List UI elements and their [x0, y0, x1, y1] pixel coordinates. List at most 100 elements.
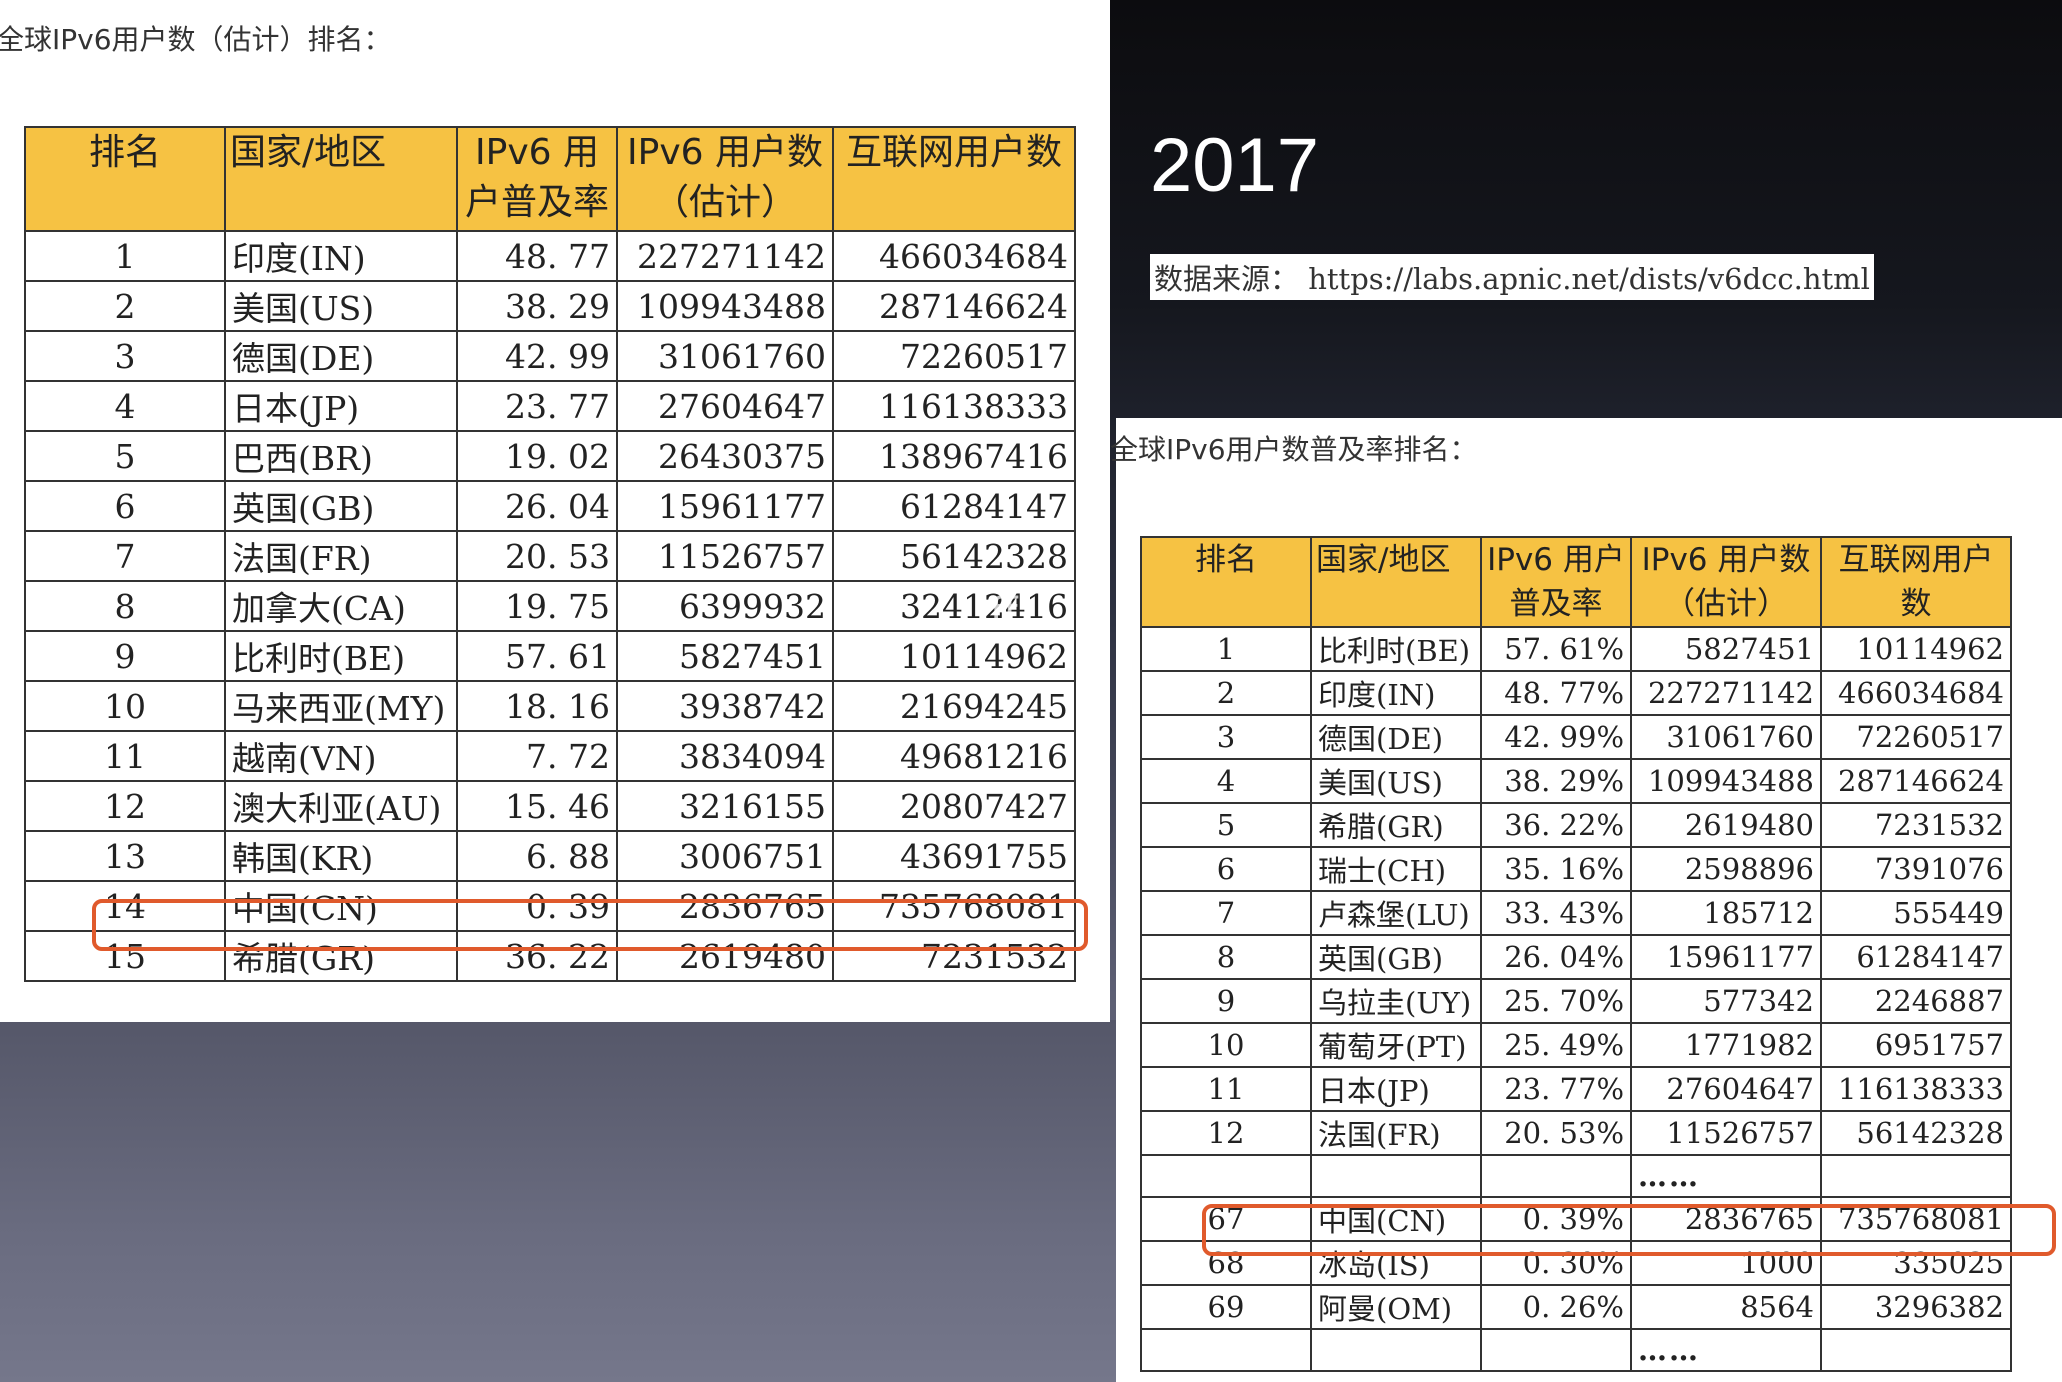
ipv6-users-cell: 6399932	[616, 580, 834, 632]
penetration-cell: 48. 77%	[1480, 670, 1632, 716]
country-cell: 越南(VN)	[224, 730, 458, 782]
table-header-row: 排名 国家/地区 IPv6 用户普及率 IPv6 用户数（估计） 互联网用户数	[1140, 536, 2012, 628]
country-cell: 德国(DE)	[1310, 714, 1482, 760]
table-row: 12 澳大利亚(AU) 15. 46 3216155 20807427	[24, 780, 1076, 832]
country-cell: 希腊(GR)	[1310, 802, 1482, 848]
penetration-cell: 6. 88	[456, 830, 618, 882]
country-cell: 法国(FR)	[1310, 1110, 1482, 1156]
rank-cell: 14	[24, 880, 226, 932]
rank-cell: 69	[1140, 1284, 1312, 1330]
ipv6-users-cell: 109943488	[616, 280, 834, 332]
penetration-cell: 25. 49%	[1480, 1022, 1632, 1068]
ipv6-users-cell: 15961177	[1630, 934, 1822, 980]
rank-cell: 2	[24, 280, 226, 332]
ipv6-users-cell: 8564	[1630, 1284, 1822, 1330]
country-cell: 印度(IN)	[1310, 670, 1482, 716]
internet-users-cell: 2246887	[1820, 978, 2012, 1024]
col-internet-users: 互联网用户数	[832, 126, 1076, 232]
slide-background-lower	[0, 1020, 1120, 1382]
year-title: 2017	[1150, 123, 1320, 208]
rank-cell: 2	[1140, 670, 1312, 716]
country-cell: 瑞士(CH)	[1310, 846, 1482, 892]
table-row: 9 乌拉圭(UY) 25. 70% 577342 2246887	[1140, 978, 2012, 1024]
table-row: 1 印度(IN) 48. 77 227271142 466034684	[24, 230, 1076, 282]
ipv6-users-cell: 2836765	[616, 880, 834, 932]
rank-cell: 4	[24, 380, 226, 432]
country-cell: 比利时(BE)	[1310, 626, 1482, 672]
table-row: 7 法国(FR) 20. 53 11526757 56142328	[24, 530, 1076, 582]
right-table-body: 1 比利时(BE) 57. 61% 5827451 10114962 2 印度(IN) 48.…	[1140, 626, 2012, 1372]
penetration-cell: 42. 99	[456, 330, 618, 382]
ellipsis-cell	[1140, 1328, 1312, 1372]
table-row: 7 卢森堡(LU) 33. 43% 185712 555449	[1140, 890, 2012, 936]
internet-users-cell: 7391076	[1820, 846, 2012, 892]
country-cell: 美国(US)	[224, 280, 458, 332]
data-source-label: 数据来源： https://labs.apnic.net/dists/v6dcc…	[1150, 254, 1874, 300]
country-cell: 日本(JP)	[224, 380, 458, 432]
table-row: 4 日本(JP) 23. 77 27604647 116138333	[24, 380, 1076, 432]
col-ipv6-users: IPv6 用户数（估计）	[1630, 536, 1822, 628]
table-row: 11 越南(VN) 7. 72 3834094 49681216	[24, 730, 1076, 782]
ellipsis-cell	[1310, 1328, 1482, 1372]
col-rank: 排名	[24, 126, 226, 232]
internet-users-cell: 555449	[1820, 890, 2012, 936]
table-row: 1 比利时(BE) 57. 61% 5827451 10114962	[1140, 626, 2012, 672]
ipv6-users-cell: 2598896	[1630, 846, 1822, 892]
ipv6-users-cell: 577342	[1630, 978, 1822, 1024]
penetration-cell: 36. 22%	[1480, 802, 1632, 848]
country-cell: 韩国(KR)	[224, 830, 458, 882]
left-ranking-table: 排名 国家/地区 IPv6 用户普及率 IPv6 用户数（估计） 互联网用户数 …	[24, 126, 1076, 982]
left-ranking-panel: 全球IPv6用户数（估计）排名： 排名 国家/地区 IPv6 用户普及率 IPv…	[0, 0, 1110, 1022]
country-cell: 希腊(GR)	[224, 930, 458, 982]
penetration-cell: 18. 16	[456, 680, 618, 732]
ipv6-users-cell: 109943488	[1630, 758, 1822, 804]
internet-users-cell: 287146624	[832, 280, 1076, 332]
rank-cell: 1	[24, 230, 226, 282]
penetration-cell: 36. 22	[456, 930, 618, 982]
internet-users-cell: 10114962	[1820, 626, 2012, 672]
country-cell: 中国(CN)	[224, 880, 458, 932]
rank-cell: 1	[1140, 626, 1312, 672]
penetration-cell: 23. 77	[456, 380, 618, 432]
ipv6-users-cell: 27604647	[616, 380, 834, 432]
penetration-cell: 19. 02	[456, 430, 618, 482]
rank-cell: 9	[24, 630, 226, 682]
country-cell: 巴西(BR)	[224, 430, 458, 482]
ipv6-users-cell: 5827451	[616, 630, 834, 682]
left-caption: 全球IPv6用户数（估计）排名：	[0, 23, 392, 56]
ellipsis-cell	[1140, 1154, 1312, 1198]
col-country: 国家/地区	[1310, 536, 1482, 628]
internet-users-cell: 466034684	[1820, 670, 2012, 716]
country-cell: 法国(FR)	[224, 530, 458, 582]
internet-users-cell: 3296382	[1820, 1284, 2012, 1330]
internet-users-cell: 287146624	[1820, 758, 2012, 804]
ellipsis-cell	[1480, 1154, 1632, 1198]
ipv6-users-cell: 1771982	[1630, 1022, 1822, 1068]
country-cell: 德国(DE)	[224, 330, 458, 382]
penetration-cell: 57. 61	[456, 630, 618, 682]
table-row: 14 中国(CN) 0. 39 2836765 735768081	[24, 880, 1076, 932]
internet-users-cell: 138967416	[832, 430, 1076, 482]
ellipsis-text: ……	[1630, 1328, 1822, 1372]
penetration-cell: 0. 39	[456, 880, 618, 932]
internet-users-cell: 10114962	[832, 630, 1076, 682]
table-row: 8 加拿大(CA) 19. 75 6399932 32412416	[24, 580, 1076, 632]
internet-users-cell: 7231532	[1820, 802, 2012, 848]
internet-users-cell: 49681216	[832, 730, 1076, 782]
col-country: 国家/地区	[224, 126, 458, 232]
ipv6-users-cell: 5827451	[1630, 626, 1822, 672]
penetration-cell: 57. 61%	[1480, 626, 1632, 672]
rank-cell: 5	[24, 430, 226, 482]
ipv6-users-cell: 2619480	[616, 930, 834, 982]
ipv6-users-cell: 227271142	[1630, 670, 1822, 716]
penetration-cell: 48. 77	[456, 230, 618, 282]
rank-cell: 6	[1140, 846, 1312, 892]
internet-users-cell: 32412416	[832, 580, 1076, 632]
penetration-cell: 42. 99%	[1480, 714, 1632, 760]
rank-cell: 3	[1140, 714, 1312, 760]
table-row: 11 日本(JP) 23. 77% 27604647 116138333	[1140, 1066, 2012, 1112]
ipv6-users-cell: 27604647	[1630, 1066, 1822, 1112]
watermark: ff	[990, 590, 1018, 636]
penetration-cell: 7. 72	[456, 730, 618, 782]
rank-cell: 8	[24, 580, 226, 632]
